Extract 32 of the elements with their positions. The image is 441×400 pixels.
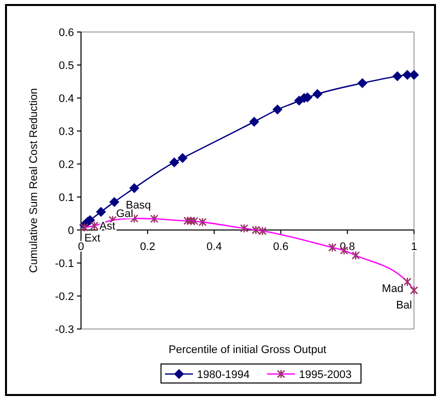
point <box>392 71 402 82</box>
y-tick-label: 0.5 <box>58 60 74 72</box>
point <box>357 78 368 88</box>
x-tick-label: 0.2 <box>140 241 156 253</box>
y-tick-label: -0.3 <box>55 324 74 336</box>
y-axis-title: Cumulative Sum Real Cost Reduction <box>28 88 40 273</box>
point <box>129 183 140 194</box>
x-tick-label: 1 <box>410 241 418 253</box>
annotation: Ext <box>84 232 100 244</box>
y-tick-label: 0 <box>68 225 74 237</box>
x-tick-label: 0.4 <box>206 241 222 253</box>
y-tick-label: -0.1 <box>55 258 74 270</box>
y-tick-label: 0.6 <box>58 27 74 39</box>
point <box>178 153 188 164</box>
point <box>96 206 106 217</box>
point <box>312 89 322 100</box>
y-tick-label: -0.2 <box>55 291 74 303</box>
y-tick-label: 0.2 <box>58 159 74 171</box>
y-tick-label: 0.1 <box>58 192 74 204</box>
y-tick-label: 0.4 <box>58 93 74 105</box>
annotation: Bal <box>396 299 412 312</box>
y-tick-label: 0.3 <box>58 126 74 138</box>
point <box>109 196 120 207</box>
annotation: Mad <box>382 282 404 295</box>
point <box>409 70 419 80</box>
legend-label: 1980-1994 <box>197 369 250 381</box>
point <box>272 104 282 115</box>
point <box>169 157 180 168</box>
point <box>249 116 260 127</box>
x-axis-title: Percentile of initial Gross Output <box>168 344 326 356</box>
legend-label: 1995-2003 <box>299 369 352 381</box>
x-tick-label: 0.6 <box>273 241 288 253</box>
